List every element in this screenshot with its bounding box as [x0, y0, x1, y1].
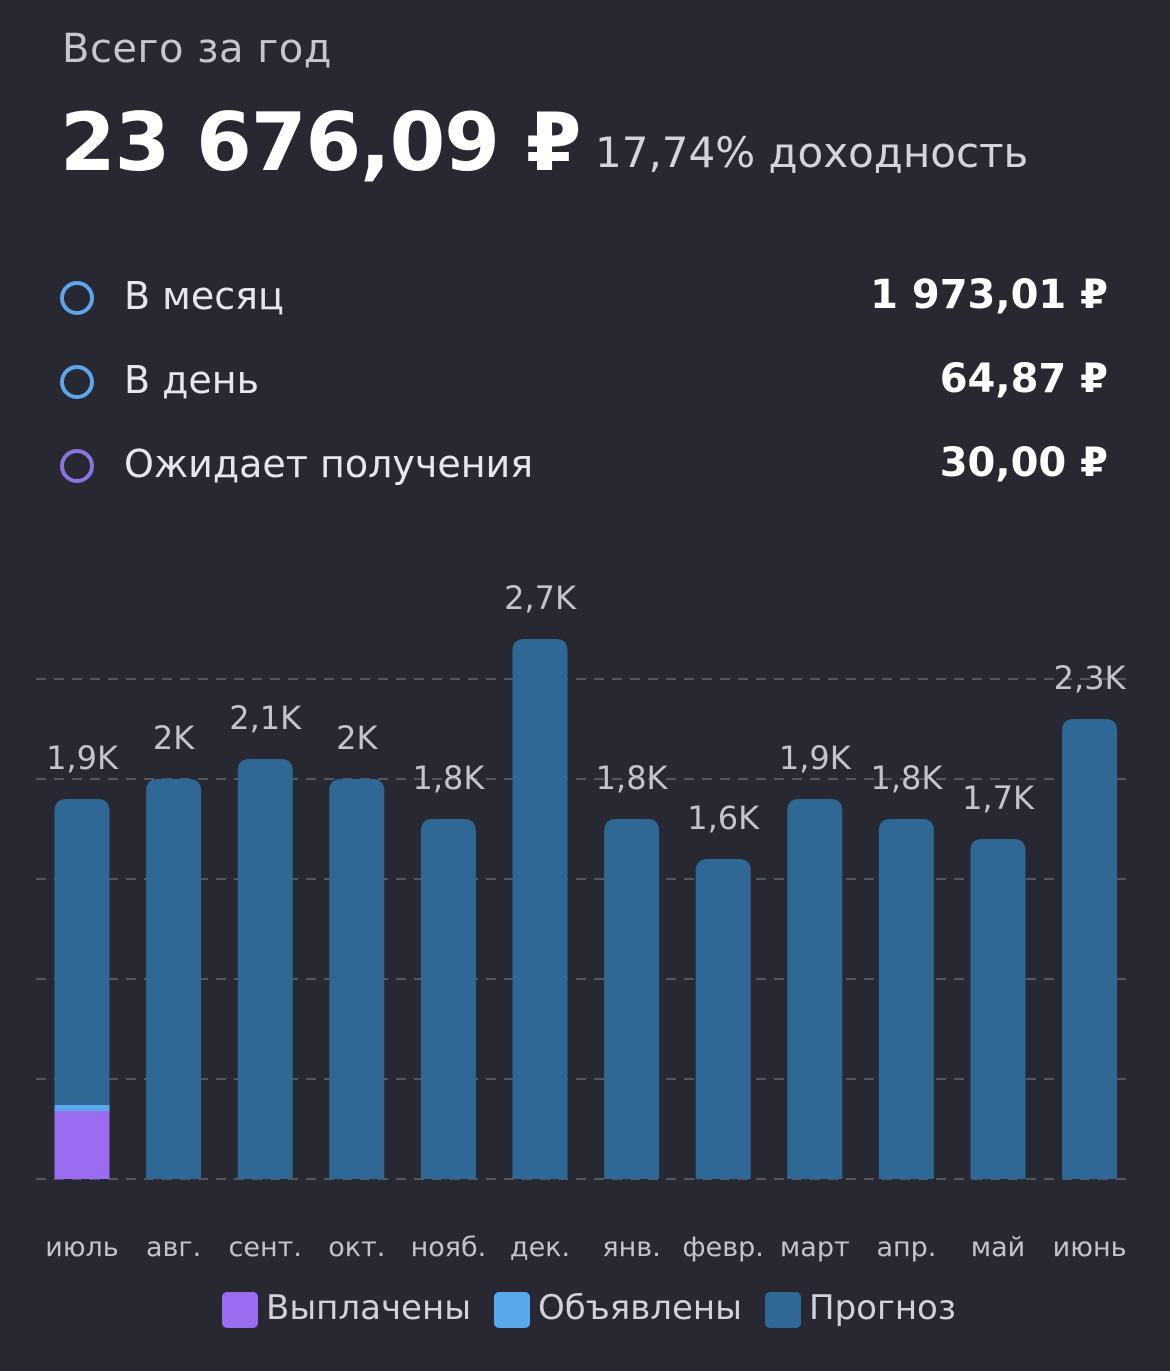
x-tick-label: апр. — [876, 1232, 936, 1263]
x-tick-label: нояб. — [411, 1232, 487, 1263]
x-tick-label: дек. — [510, 1232, 570, 1263]
stat-value: 1 973,01 ₽ — [870, 272, 1108, 318]
x-tick-label: февр. — [683, 1232, 764, 1263]
dividends-bar-chart: 1,9K июль 2K авг. 2,1K сент. 2K окт. 1,8K нояб. 2,… — [36, 580, 1130, 1263]
bar-value-label: 1,7K — [962, 779, 1035, 817]
bar-value-label: 2K — [153, 719, 195, 757]
stat-row-pending: Ожидает получения 30,00 ₽ — [60, 438, 1110, 498]
stat-label: В день — [124, 358, 260, 402]
bar-value-label: 2K — [336, 719, 378, 757]
x-tick-label: янв. — [602, 1232, 660, 1263]
x-tick-label: март — [780, 1232, 850, 1263]
stat-value: 30,00 ₽ — [939, 440, 1108, 486]
legend-label-forecast: Прогноз — [809, 1288, 956, 1328]
circle-icon — [60, 365, 94, 399]
bar-forecast — [420, 819, 476, 1179]
circle-icon — [60, 281, 94, 315]
bar-value-label: 1,9K — [779, 739, 852, 777]
x-tick-label: май — [971, 1232, 1025, 1263]
bar-value-label: 1,6K — [687, 799, 760, 837]
legend-swatch-declared — [494, 1292, 530, 1328]
bar-forecast — [237, 759, 293, 1179]
bar-forecast — [604, 819, 660, 1179]
bar-forecast — [878, 819, 934, 1179]
x-tick-label: июнь — [1053, 1232, 1127, 1263]
bar-value-label: 1,8K — [412, 759, 485, 797]
x-tick-label: сент. — [228, 1232, 301, 1263]
year-total-amount: 23 676,09 ₽ — [60, 96, 581, 189]
bar-value-label: 1,9K — [46, 739, 119, 777]
legend-label-declared: Объявлены — [538, 1288, 742, 1328]
bar-value-label: 2,7K — [504, 580, 577, 617]
legend-swatch-forecast — [765, 1292, 801, 1328]
bar-forecast — [329, 779, 385, 1179]
year-total-label: Всего за год — [62, 26, 332, 72]
bar-value-label: 2,1K — [229, 699, 302, 737]
yield-label: 17,74% доходность — [595, 128, 1029, 177]
chart-legend: Выплачены Объявлены Прогноз — [0, 1286, 1170, 1336]
legend-label-paid: Выплачены — [266, 1288, 472, 1328]
bar-value-label: 2,3K — [1054, 659, 1127, 697]
x-tick-label: окт. — [328, 1232, 385, 1263]
legend-swatch-paid — [222, 1292, 258, 1328]
bar-forecast — [970, 839, 1026, 1179]
bar-forecast — [512, 639, 568, 1179]
stat-label: Ожидает получения — [124, 442, 534, 486]
stat-value: 64,87 ₽ — [939, 356, 1108, 402]
bar-forecast — [695, 859, 751, 1179]
bar-forecast — [787, 799, 843, 1179]
bar-value-label: 1,8K — [596, 759, 669, 797]
x-tick-label: июль — [45, 1232, 118, 1263]
bar-forecast — [54, 799, 110, 1105]
stat-label: В месяц — [124, 274, 284, 318]
bar-value-label: 1,8K — [870, 759, 943, 797]
bar-forecast — [1062, 719, 1118, 1179]
x-tick-label: авг. — [146, 1232, 201, 1263]
bar-forecast — [146, 779, 202, 1179]
stat-row-month: В месяц 1 973,01 ₽ — [60, 270, 1110, 330]
bar-paid — [54, 1111, 110, 1179]
bar-declared — [54, 1105, 110, 1111]
stat-row-day: В день 64,87 ₽ — [60, 354, 1110, 414]
circle-icon — [60, 449, 94, 483]
